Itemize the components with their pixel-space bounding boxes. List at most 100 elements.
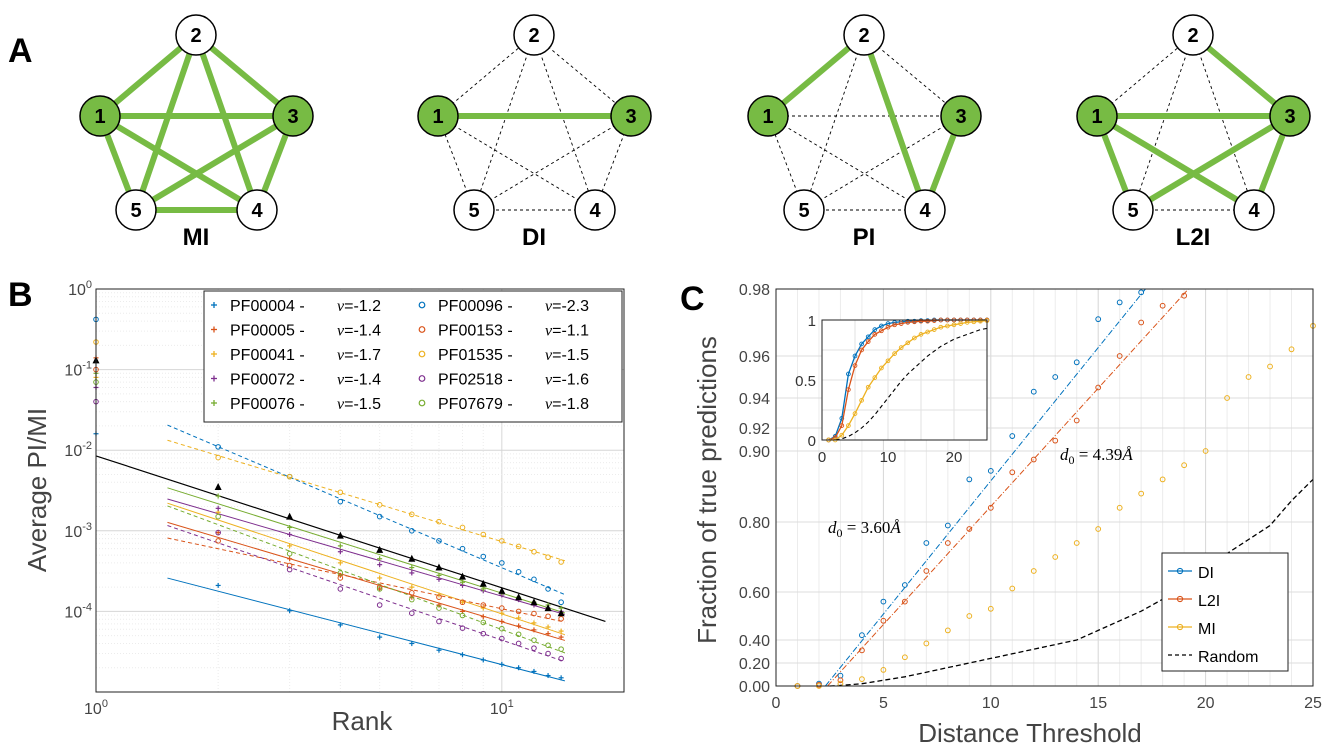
x-tick-label: 20	[1197, 695, 1215, 712]
x-tick-label: 101	[490, 698, 514, 718]
node-label-3: 3	[1284, 106, 1295, 128]
y-tick-label: 10-4	[64, 601, 92, 621]
data-point-PF00153	[408, 590, 415, 596]
data-point-PF01535	[531, 548, 537, 555]
data-point-PF00005	[499, 618, 505, 624]
data-point-PF07679	[215, 513, 221, 520]
data-point-PF07679	[515, 631, 522, 638]
data-point-PF00153	[459, 599, 466, 606]
inset-point-L2I	[865, 339, 871, 344]
data-point-PF00005	[516, 623, 522, 629]
legend-marker	[418, 399, 426, 407]
data-point-PF07679	[459, 612, 466, 619]
threshold-plot-inset: 0 10 20 0 0.5 1	[795, 313, 990, 466]
data-point-PF00096	[215, 444, 221, 450]
data-point-DI	[987, 467, 994, 474]
data-point-L2I	[1095, 384, 1102, 391]
inset-point-MI	[945, 323, 950, 329]
fit-line-PF00072	[167, 498, 566, 615]
data-point-PF02518	[376, 602, 383, 608]
legend-series-name: PF00005 -	[230, 323, 305, 340]
data-point-PF07679	[408, 596, 415, 603]
tick-base: 10	[64, 524, 82, 541]
average-point	[435, 563, 443, 571]
data-point-MI	[1245, 374, 1252, 380]
average-point	[557, 609, 565, 617]
node-label-2: 2	[528, 25, 539, 47]
strong-edge	[98, 113, 259, 213]
data-point-PF00096	[459, 545, 466, 552]
legend-marker	[418, 350, 426, 358]
data-point-DI	[901, 582, 908, 588]
data-point-L2I	[1159, 302, 1166, 309]
strong-edge	[98, 32, 198, 119]
data-point-PF00153	[515, 608, 522, 615]
node-5	[1112, 189, 1154, 231]
fit-line-PF00041	[167, 502, 566, 636]
legend-nu: ν=-1.6	[545, 372, 589, 389]
inset-point-DI	[846, 371, 851, 377]
data-point-MI	[1052, 554, 1059, 560]
average-point	[544, 604, 552, 612]
nu-symbol: ν	[545, 347, 553, 364]
data-point-PF00096	[499, 560, 505, 566]
data-point-PF00076	[480, 586, 486, 592]
weak-edge	[437, 34, 535, 117]
inset-point-MI	[898, 345, 904, 350]
data-point-PF00041	[377, 575, 383, 581]
data-point-PF01535	[480, 531, 487, 538]
data-point-PF07679	[531, 637, 537, 643]
data-point-DI	[1009, 433, 1016, 439]
data-point-PF02518	[436, 618, 442, 625]
inset-point-DI	[872, 327, 878, 332]
data-point-PF02518	[499, 635, 505, 642]
strong-edge	[133, 34, 199, 211]
node-2	[843, 14, 885, 56]
inset-point-DI	[865, 334, 871, 340]
weak-edge	[803, 34, 865, 211]
y-tick-label: 0.60	[739, 585, 770, 602]
node-label-3: 3	[625, 106, 636, 128]
y-tick-label: 10-3	[64, 521, 92, 541]
strong-edge	[1131, 113, 1292, 213]
panel-label-a: A	[8, 32, 33, 70]
strong-edge	[1095, 113, 1256, 213]
inset-point-L2I	[898, 321, 904, 326]
node-label-4: 4	[919, 200, 931, 222]
fit-line-PF00096	[167, 424, 566, 596]
node-label-4: 4	[589, 200, 601, 222]
tick-exp: -4	[82, 601, 92, 613]
strong-edge	[134, 113, 295, 213]
node-2	[175, 14, 217, 56]
node-label-3: 3	[287, 106, 298, 128]
legend-series-name: PF07679 -	[438, 396, 513, 413]
network-graphs-panel: 1 2 3 4 5 MI 1 2 3 4 5 DI 1 2 3 4 5 PI 1 2 3 4 5 L2I	[79, 14, 1311, 251]
data-point-L2I	[966, 526, 973, 532]
legend-series-name: PF00072 -	[230, 372, 305, 389]
data-point-PF07679	[286, 550, 293, 557]
data-point-PF02518	[408, 610, 415, 616]
weak-edge	[473, 34, 535, 211]
node-3	[272, 95, 314, 137]
legend-label-l2i: L2I	[1198, 593, 1220, 610]
weak-edge	[1132, 34, 1194, 211]
nu-value: =-1.4	[344, 323, 381, 340]
y-tick-label: 0.94	[739, 391, 770, 408]
data-point-PF02518	[480, 630, 487, 637]
math-sub: 0	[1069, 453, 1075, 467]
fit-line-PF00005	[167, 521, 566, 641]
data-point-PF01535	[215, 454, 221, 461]
data-point-L2I	[987, 504, 994, 511]
inset-point-L2I	[839, 423, 845, 428]
node-4	[236, 189, 278, 231]
network-label: PI	[853, 224, 876, 251]
nu-symbol: ν	[337, 396, 345, 413]
data-point-PF02518	[459, 625, 466, 631]
threshold-plot-ticks: 0 5 10 15 20 250.000.200.400.600.800.900.920.…	[739, 282, 1322, 712]
nu-symbol: ν	[545, 372, 553, 389]
data-point-MI	[966, 613, 973, 619]
data-point-PF00041	[337, 560, 343, 566]
